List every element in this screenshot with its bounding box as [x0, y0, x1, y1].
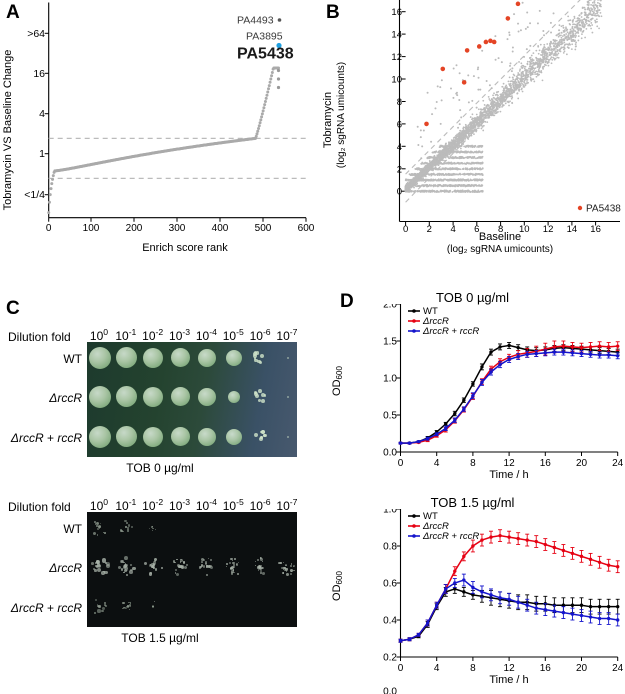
svg-text:4: 4	[397, 142, 402, 153]
svg-text:300: 300	[169, 223, 186, 234]
svg-text:<1/4: <1/4	[24, 189, 45, 201]
svg-text:16: 16	[590, 224, 601, 235]
svg-text:PA5438: PA5438	[237, 46, 294, 63]
svg-text:600: 600	[298, 223, 315, 234]
svg-text:6: 6	[397, 119, 402, 130]
svg-text:2: 2	[397, 164, 402, 175]
svg-text:8: 8	[397, 97, 402, 108]
svg-text:4: 4	[39, 108, 45, 120]
svg-text:Tobramycin VS Baseline Change: Tobramycin VS Baseline Change	[2, 50, 14, 211]
svg-text:12: 12	[391, 52, 402, 63]
svg-text:0: 0	[397, 187, 402, 198]
svg-text:16: 16	[391, 7, 402, 18]
svg-text:10: 10	[391, 75, 402, 86]
svg-text:12: 12	[543, 224, 554, 235]
svg-text:(log₂ sgRNA umicounts): (log₂ sgRNA umicounts)	[336, 62, 347, 168]
svg-text:14: 14	[567, 224, 578, 235]
svg-text:1: 1	[39, 148, 45, 160]
svg-text:500: 500	[255, 223, 272, 234]
svg-text:400: 400	[212, 223, 229, 234]
svg-text:>64: >64	[27, 28, 45, 40]
svg-text:4: 4	[450, 224, 455, 235]
svg-text:Baseline: Baseline	[479, 231, 521, 243]
svg-text:0: 0	[46, 223, 52, 234]
svg-text:14: 14	[391, 30, 402, 41]
svg-text:0: 0	[403, 224, 408, 235]
svg-text:PA4493: PA4493	[237, 15, 274, 27]
svg-text:100: 100	[83, 223, 100, 234]
svg-text:2: 2	[427, 224, 432, 235]
svg-text:Tobramycin: Tobramycin	[322, 92, 334, 148]
svg-text:PA3895: PA3895	[246, 31, 283, 43]
svg-text:200: 200	[126, 223, 143, 234]
svg-text:16: 16	[33, 68, 45, 80]
